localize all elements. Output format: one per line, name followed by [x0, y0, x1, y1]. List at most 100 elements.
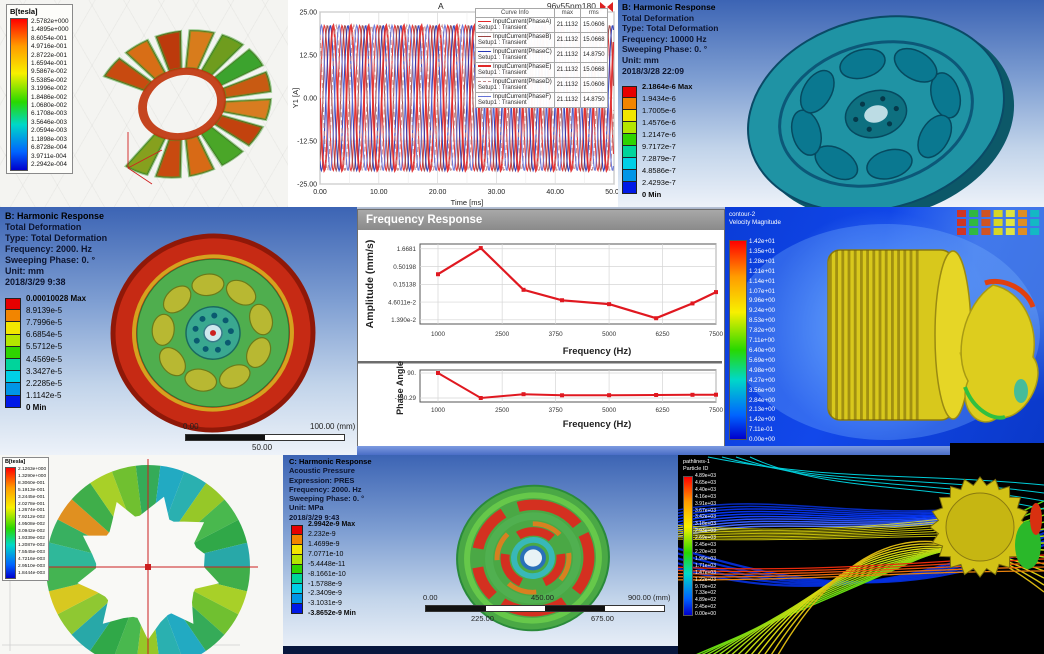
data-marker — [713, 392, 718, 397]
info-line: Total Deformation — [5, 222, 82, 232]
legend-value: 2.0594e-003 — [31, 127, 67, 135]
legend-band — [291, 584, 303, 595]
panel-pathlines: pathlines-1 Particle ID 4.89e+03 4.65e+03… — [678, 455, 1044, 654]
info-line: B: Harmonic Response — [5, 211, 105, 221]
gear-tooth — [872, 250, 876, 420]
y-tick-label: 12.50 — [299, 52, 317, 59]
legend-value: 1.28e+01 — [749, 257, 775, 265]
curve-line-sample — [478, 50, 491, 52]
gear-tooth — [909, 250, 913, 420]
hub-bore — [864, 105, 888, 123]
data-marker — [713, 290, 718, 295]
legend-value: 4.65e+03 — [695, 479, 716, 486]
data-marker — [436, 371, 440, 375]
legend-value: 4.8586e-7 — [642, 165, 676, 175]
window-titlebar[interactable]: Frequency Response — [358, 210, 724, 230]
curve-name-line: InputCurrent(PhaseB) — [478, 34, 552, 40]
legend-value: 4.7216e-003 — [18, 556, 45, 562]
legend-value: 0 Min — [642, 189, 662, 199]
curve-name-line: InputCurrent(PhaseC) — [478, 49, 552, 55]
mosaic-cell — [981, 210, 991, 217]
wheel-model — [110, 233, 316, 433]
legend-band — [5, 322, 21, 335]
web-hole — [225, 279, 257, 306]
x-tick-label: 6250 — [656, 331, 671, 338]
legend-colorbar — [622, 86, 637, 194]
mosaic-cell — [957, 228, 966, 235]
legend-value: 2.45e+02 — [695, 604, 716, 611]
legend-value: 2.9510e-003 — [18, 563, 45, 569]
table-row: InputCurrent(PhaseD) Setup1 : Transient 21… — [475, 77, 608, 93]
hub-center-mark — [210, 330, 216, 336]
legend-value: 2.20e+03 — [695, 548, 716, 555]
black-corner-strip — [950, 443, 1044, 455]
field-legend-title: B[tesla] — [5, 459, 26, 465]
table-cell: 15.0668 — [579, 32, 608, 48]
legend-band — [291, 544, 303, 555]
legend-band — [5, 358, 21, 372]
y-tick-label: 90. — [407, 370, 416, 377]
ring-field-segment — [177, 483, 225, 533]
ring-field-segment — [57, 499, 110, 543]
streamline-blue — [678, 513, 979, 529]
table-row: InputCurrent(PhaseB) Setup1 : Transient 21… — [475, 32, 608, 48]
gear-tooth — [903, 250, 907, 420]
frequency-axis-label: Frequency (Hz) — [563, 419, 632, 430]
ring-field-segment — [114, 615, 142, 654]
legend-value: 7.0771e-10 — [308, 550, 344, 558]
hub-bolt-hole — [853, 116, 859, 123]
field-legend-values: 2.5782e+000 1.4895e+000 8.6054e-001 4.9716e… — [31, 18, 69, 171]
info-line: Type: Total Deformation — [622, 23, 719, 34]
acoustic-disc-model — [456, 484, 610, 632]
legend-value: 1.2087e-002 — [18, 542, 45, 548]
legend-value: 1.71e+03 — [695, 562, 716, 569]
legend-value: 7.11e-01 — [749, 426, 773, 434]
hub-bolt-hole — [880, 96, 886, 102]
legend-band — [622, 146, 637, 158]
x-tick-label: 5000 — [602, 331, 617, 338]
ruler-675: 675.00 — [591, 614, 614, 623]
mosaic-cell — [981, 228, 991, 235]
streamlines-model — [678, 456, 1044, 654]
table-cell: 14.8750 — [579, 47, 608, 63]
table-row: InputCurrent(PhaseE) Setup1 : Transient 21… — [475, 62, 608, 78]
x-tick-label: 3750 — [549, 331, 564, 338]
hub-bolt-hole — [227, 328, 234, 335]
streamline-blue — [678, 508, 979, 517]
hub-bolt-hole — [224, 339, 231, 346]
curve-line-sample — [478, 20, 491, 22]
legend-value: 2.69e+03 — [695, 535, 716, 542]
table-cell: 21.1132 — [553, 77, 581, 93]
wheel-front — [110, 233, 316, 433]
gear-tooth — [835, 250, 838, 420]
hub-bolt-hole — [211, 312, 218, 319]
legend-band — [622, 170, 637, 182]
ruler-min: 0.00 — [183, 422, 199, 431]
rim-transition-ring — [132, 254, 294, 412]
table-cell: 14.8750 — [579, 92, 608, 108]
panel-frequency-response: Frequency Response 1000 2500 3750 5000 6250 7… — [357, 207, 725, 455]
legend-value: 8.53e+00 — [749, 317, 775, 325]
info-line: B: Harmonic Response — [622, 2, 716, 12]
pathlines-legend: pathlines-1 Particle ID 4.89e+03 4.65e+03… — [683, 459, 716, 617]
mosaic-cell — [1018, 228, 1027, 235]
legend-values: 0.00010028 Max 8.9139e-5 7.7996e-5 6.6854e-… — [26, 294, 116, 418]
x-tick-label: 7500 — [709, 407, 724, 414]
ring-field-segment — [166, 609, 206, 654]
info-line: Sweeping Phase: 0. ° — [289, 494, 365, 504]
ruler-mid: 50.00 — [252, 443, 273, 452]
hub-bolt-hole — [214, 346, 221, 353]
legend-band — [5, 371, 21, 384]
legend-value: 7.2879e-7 — [642, 153, 676, 163]
frequency-axis-label: Frequency (Hz) — [563, 346, 632, 357]
mosaic-cell — [969, 219, 979, 226]
gear-tooth — [829, 250, 832, 420]
plot-title: A — [438, 1, 444, 11]
panel-harmonic-response-left: B: Harmonic Response Total Deformation Typ… — [0, 207, 357, 455]
gear-tooth — [891, 250, 894, 420]
contour-legend-name: contour-2 — [729, 211, 756, 218]
data-marker — [478, 246, 483, 251]
mosaic-cell — [957, 219, 966, 226]
curve-name: InputCurrent(PhaseE) — [493, 64, 552, 70]
legend-value: 1.2674e-001 — [18, 508, 45, 514]
